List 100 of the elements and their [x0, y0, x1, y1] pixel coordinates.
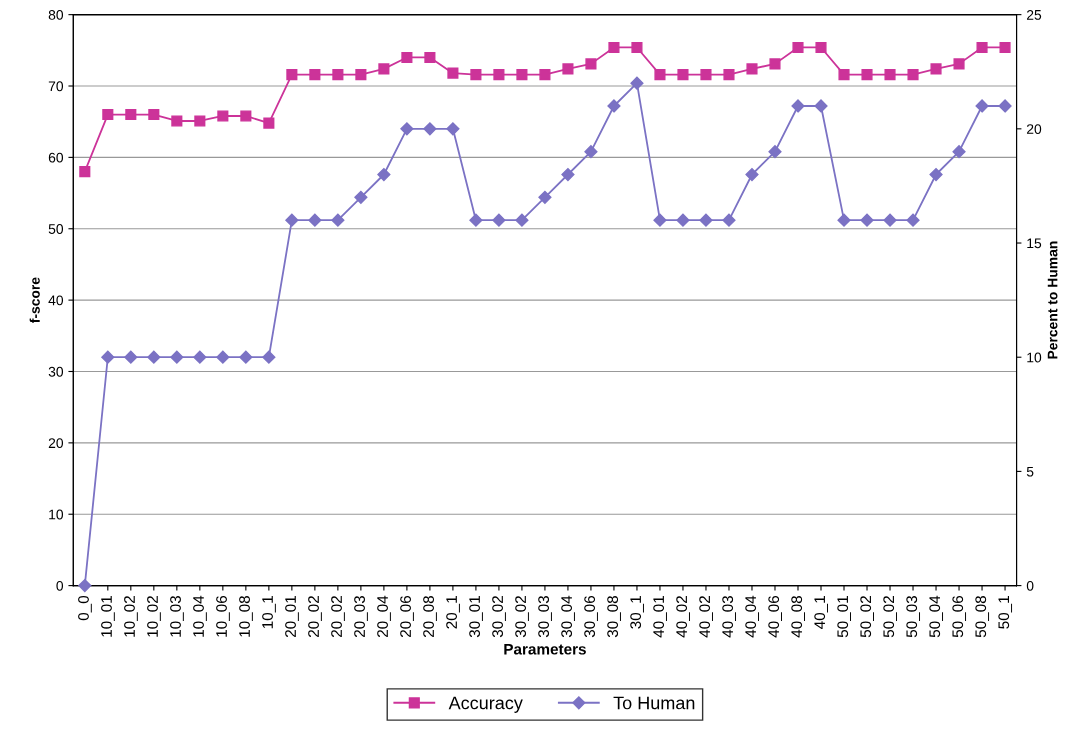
x-tick-label: 50_03: [906, 595, 921, 638]
x-tick-label: 20_08: [423, 595, 437, 638]
point: [769, 58, 781, 70]
point: [998, 99, 1012, 113]
point: [102, 109, 114, 121]
point: [861, 69, 873, 81]
point: [584, 145, 598, 159]
y-tick-label: 30: [48, 366, 64, 377]
point: [999, 41, 1011, 54]
point: [171, 115, 183, 127]
point: [700, 69, 712, 81]
x-tick-label: 20_02: [308, 596, 322, 638]
x-tick-label: 20_1: [446, 596, 460, 629]
point: [814, 99, 828, 113]
x-tick-label: 50_01: [837, 596, 851, 638]
point: [240, 110, 252, 122]
point: [768, 145, 782, 159]
x-tick-label: 50_08: [975, 595, 990, 638]
point: [699, 213, 713, 227]
point: [124, 350, 138, 364]
point: [930, 63, 942, 75]
point: [469, 213, 483, 227]
x-tick-label: 50_06: [952, 595, 967, 638]
point: [723, 69, 735, 81]
y-tick-label: 10: [49, 509, 64, 520]
point: [79, 166, 91, 178]
y-tick-label: 50: [48, 224, 64, 234]
point: [953, 58, 965, 70]
x-tick-label: 20_01: [285, 596, 299, 638]
y2-tick-label: 25: [1026, 9, 1042, 20]
point: [216, 350, 230, 364]
point: [217, 110, 229, 122]
x-tick-label: 40_04: [745, 595, 759, 638]
point: [286, 69, 298, 81]
x-tick-label: 40_03: [722, 595, 736, 638]
point: [952, 145, 966, 159]
point: [860, 213, 874, 227]
point: [907, 69, 919, 81]
point: [147, 350, 161, 364]
point: [78, 579, 92, 593]
x-tick-label: 30_1: [630, 596, 644, 629]
point: [608, 41, 620, 54]
x-tick-label: 30_06: [584, 595, 598, 638]
point: [193, 350, 207, 364]
x-tick-label: 40_08: [791, 595, 805, 638]
x-tick-label: 20_06: [400, 595, 414, 638]
point: [263, 117, 275, 129]
x-tick-label: 30_02: [492, 596, 506, 638]
x-tick-label: 40_1: [814, 596, 828, 629]
point: [332, 69, 344, 81]
x-tick-label: 10_02: [124, 596, 138, 637]
y-axis-title: f-score: [29, 277, 40, 324]
point: [424, 51, 436, 64]
x-tick-label: 10_03: [170, 595, 184, 637]
point: [285, 213, 299, 227]
point: [401, 51, 413, 64]
y2-tick-label: 20: [1026, 124, 1042, 134]
point: [975, 99, 989, 113]
y2-tick-label: 5: [1026, 466, 1034, 477]
point: [262, 350, 276, 364]
point: [884, 69, 896, 81]
x-tick-label: 10_04: [193, 595, 207, 637]
x-tick-label: 30_03: [538, 595, 552, 638]
point: [101, 350, 115, 364]
point: [631, 41, 643, 54]
x-tick-label: 30_04: [561, 595, 575, 638]
point: [515, 213, 529, 227]
y2-tick-label: 10: [1027, 352, 1042, 363]
x-tick-label: 50_04: [929, 595, 944, 638]
x-tick-label: 40_01: [653, 596, 667, 638]
point: [791, 99, 805, 113]
y-tick-label: 0: [56, 580, 64, 591]
x-tick-label: 40_02: [699, 596, 713, 638]
point: [354, 190, 368, 204]
x-tick-label: 10_08: [239, 595, 253, 637]
point: [792, 41, 804, 54]
x-tick-label: 10_06: [216, 595, 230, 637]
x-axis-title: Parameters: [504, 643, 586, 655]
point: [676, 213, 690, 227]
y-tick-label: 70: [48, 81, 64, 92]
x-tick-label: 10_1: [262, 596, 276, 629]
x-tick-label: 50_02: [860, 596, 874, 638]
x-tick-label: 30_01: [469, 596, 483, 638]
x-tick-label: 20_04: [377, 595, 391, 638]
point: [194, 115, 206, 127]
y-tick-label: 60: [48, 152, 64, 163]
x-tick-label: 0_0: [78, 595, 92, 621]
point: [654, 69, 666, 81]
x-tick-label: 50_02: [883, 596, 898, 638]
x-tick-label: 30_08: [607, 595, 621, 638]
y-tick-label: 20: [48, 438, 64, 449]
point: [309, 69, 321, 81]
point: [400, 122, 414, 136]
point: [308, 213, 322, 227]
point: [653, 213, 667, 227]
y-tick-label: 40: [48, 295, 64, 306]
point: [331, 213, 345, 227]
y-tick-label: 80: [48, 9, 64, 20]
point: [355, 69, 367, 81]
point: [561, 167, 575, 182]
